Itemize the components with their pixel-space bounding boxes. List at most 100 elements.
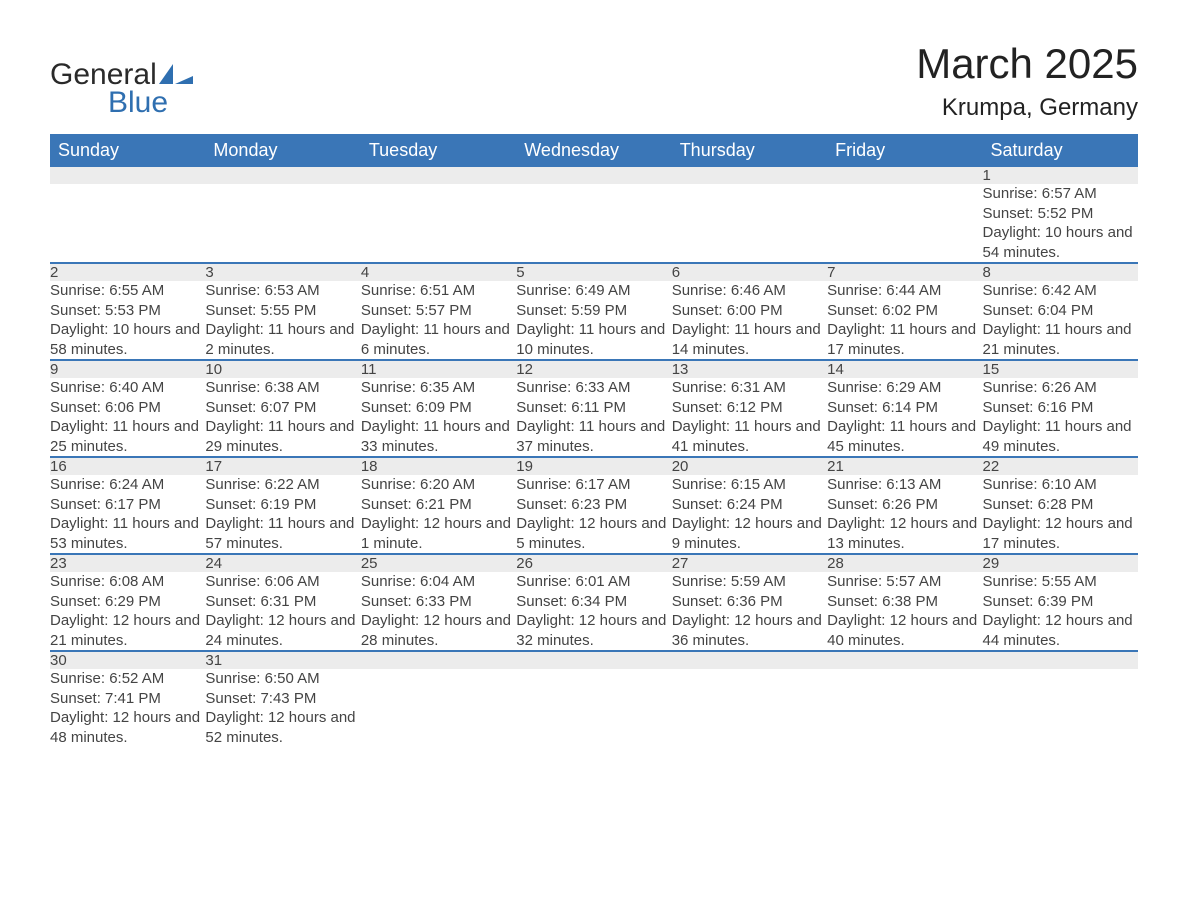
sunset-line: Sunset: 6:29 PM bbox=[50, 592, 205, 612]
day-number-cell: 16 bbox=[50, 457, 205, 475]
sunrise-line: Sunrise: 6:15 AM bbox=[672, 475, 827, 495]
sunset-line: Sunset: 6:04 PM bbox=[983, 301, 1138, 321]
sunrise-line: Sunrise: 6:52 AM bbox=[50, 669, 205, 689]
day-detail-cell bbox=[827, 669, 982, 747]
sunrise-line: Sunrise: 6:17 AM bbox=[516, 475, 671, 495]
day-detail-cell: Sunrise: 6:31 AMSunset: 6:12 PMDaylight:… bbox=[672, 378, 827, 457]
sunrise-line: Sunrise: 6:22 AM bbox=[205, 475, 360, 495]
day-number-cell: 4 bbox=[361, 263, 516, 281]
sunrise-line: Sunrise: 6:13 AM bbox=[827, 475, 982, 495]
day-detail-cell: Sunrise: 6:13 AMSunset: 6:26 PMDaylight:… bbox=[827, 475, 982, 554]
daylight-line: Daylight: 12 hours and 48 minutes. bbox=[50, 708, 205, 747]
day-detail-cell: Sunrise: 5:59 AMSunset: 6:36 PMDaylight:… bbox=[672, 572, 827, 651]
daylight-line: Daylight: 11 hours and 45 minutes. bbox=[827, 417, 982, 456]
day-detail-cell: Sunrise: 6:35 AMSunset: 6:09 PMDaylight:… bbox=[361, 378, 516, 457]
daylight-line: Daylight: 10 hours and 54 minutes. bbox=[983, 223, 1138, 262]
day-detail-cell: Sunrise: 6:08 AMSunset: 6:29 PMDaylight:… bbox=[50, 572, 205, 651]
sunset-line: Sunset: 6:16 PM bbox=[983, 398, 1138, 418]
daylight-line: Daylight: 11 hours and 14 minutes. bbox=[672, 320, 827, 359]
day-detail-cell: Sunrise: 6:22 AMSunset: 6:19 PMDaylight:… bbox=[205, 475, 360, 554]
day-detail-cell: Sunrise: 5:55 AMSunset: 6:39 PMDaylight:… bbox=[983, 572, 1138, 651]
sunset-line: Sunset: 6:19 PM bbox=[205, 495, 360, 515]
day-number-cell bbox=[361, 651, 516, 669]
header: General Blue March 2025 Krumpa, Germany bbox=[50, 40, 1138, 122]
weekday-header: Monday bbox=[205, 134, 360, 167]
day-number-cell: 5 bbox=[516, 263, 671, 281]
day-number-cell bbox=[827, 651, 982, 669]
daynum-row: 2345678 bbox=[50, 263, 1138, 281]
sunrise-line: Sunrise: 6:57 AM bbox=[983, 184, 1138, 204]
day-detail-cell: Sunrise: 6:55 AMSunset: 5:53 PMDaylight:… bbox=[50, 281, 205, 360]
day-detail-cell: Sunrise: 6:20 AMSunset: 6:21 PMDaylight:… bbox=[361, 475, 516, 554]
detail-row: Sunrise: 6:55 AMSunset: 5:53 PMDaylight:… bbox=[50, 281, 1138, 360]
day-detail-cell: Sunrise: 6:06 AMSunset: 6:31 PMDaylight:… bbox=[205, 572, 360, 651]
sunset-line: Sunset: 6:26 PM bbox=[827, 495, 982, 515]
sunrise-line: Sunrise: 6:44 AM bbox=[827, 281, 982, 301]
day-number-cell bbox=[516, 167, 671, 184]
sunset-line: Sunset: 7:43 PM bbox=[205, 689, 360, 709]
daylight-line: Daylight: 11 hours and 25 minutes. bbox=[50, 417, 205, 456]
daylight-line: Daylight: 11 hours and 21 minutes. bbox=[983, 320, 1138, 359]
weekday-header: Saturday bbox=[983, 134, 1138, 167]
weekday-header-row: SundayMondayTuesdayWednesdayThursdayFrid… bbox=[50, 134, 1138, 167]
day-detail-cell bbox=[983, 669, 1138, 747]
daylight-line: Daylight: 11 hours and 29 minutes. bbox=[205, 417, 360, 456]
sunrise-line: Sunrise: 6:20 AM bbox=[361, 475, 516, 495]
day-detail-cell: Sunrise: 6:24 AMSunset: 6:17 PMDaylight:… bbox=[50, 475, 205, 554]
sunset-line: Sunset: 6:11 PM bbox=[516, 398, 671, 418]
sunset-line: Sunset: 7:41 PM bbox=[50, 689, 205, 709]
daynum-row: 1 bbox=[50, 167, 1138, 184]
day-number-cell bbox=[516, 651, 671, 669]
day-detail-cell bbox=[50, 184, 205, 263]
day-detail-cell: Sunrise: 6:49 AMSunset: 5:59 PMDaylight:… bbox=[516, 281, 671, 360]
title-block: March 2025 Krumpa, Germany bbox=[916, 40, 1138, 122]
day-detail-cell bbox=[672, 669, 827, 747]
weekday-header: Thursday bbox=[672, 134, 827, 167]
sunrise-line: Sunrise: 6:35 AM bbox=[361, 378, 516, 398]
day-detail-cell: Sunrise: 6:15 AMSunset: 6:24 PMDaylight:… bbox=[672, 475, 827, 554]
detail-row: Sunrise: 6:24 AMSunset: 6:17 PMDaylight:… bbox=[50, 475, 1138, 554]
day-number-cell: 3 bbox=[205, 263, 360, 281]
day-number-cell: 25 bbox=[361, 554, 516, 572]
sunset-line: Sunset: 6:38 PM bbox=[827, 592, 982, 612]
day-number-cell: 12 bbox=[516, 360, 671, 378]
daylight-line: Daylight: 12 hours and 9 minutes. bbox=[672, 514, 827, 553]
day-number-cell: 6 bbox=[672, 263, 827, 281]
day-number-cell: 14 bbox=[827, 360, 982, 378]
sunrise-line: Sunrise: 6:31 AM bbox=[672, 378, 827, 398]
sunrise-line: Sunrise: 6:01 AM bbox=[516, 572, 671, 592]
detail-row: Sunrise: 6:40 AMSunset: 6:06 PMDaylight:… bbox=[50, 378, 1138, 457]
sunrise-line: Sunrise: 6:06 AM bbox=[205, 572, 360, 592]
day-number-cell bbox=[672, 651, 827, 669]
sunrise-line: Sunrise: 6:46 AM bbox=[672, 281, 827, 301]
location-label: Krumpa, Germany bbox=[916, 94, 1138, 122]
sunset-line: Sunset: 5:59 PM bbox=[516, 301, 671, 321]
day-detail-cell bbox=[361, 184, 516, 263]
sunset-line: Sunset: 6:21 PM bbox=[361, 495, 516, 515]
day-detail-cell bbox=[516, 184, 671, 263]
sunset-line: Sunset: 5:55 PM bbox=[205, 301, 360, 321]
sunset-line: Sunset: 6:12 PM bbox=[672, 398, 827, 418]
sunset-line: Sunset: 6:14 PM bbox=[827, 398, 982, 418]
daylight-line: Daylight: 12 hours and 44 minutes. bbox=[983, 611, 1138, 650]
weekday-header: Friday bbox=[827, 134, 982, 167]
sunset-line: Sunset: 5:57 PM bbox=[361, 301, 516, 321]
sunrise-line: Sunrise: 6:08 AM bbox=[50, 572, 205, 592]
day-number-cell: 26 bbox=[516, 554, 671, 572]
month-title: March 2025 bbox=[916, 40, 1138, 88]
sunrise-line: Sunrise: 6:33 AM bbox=[516, 378, 671, 398]
day-detail-cell: Sunrise: 6:52 AMSunset: 7:41 PMDaylight:… bbox=[50, 669, 205, 747]
day-detail-cell bbox=[672, 184, 827, 263]
day-number-cell: 23 bbox=[50, 554, 205, 572]
sunset-line: Sunset: 6:06 PM bbox=[50, 398, 205, 418]
day-detail-cell: Sunrise: 6:10 AMSunset: 6:28 PMDaylight:… bbox=[983, 475, 1138, 554]
sunrise-line: Sunrise: 6:50 AM bbox=[205, 669, 360, 689]
weekday-header: Wednesday bbox=[516, 134, 671, 167]
day-number-cell: 7 bbox=[827, 263, 982, 281]
day-detail-cell: Sunrise: 6:42 AMSunset: 6:04 PMDaylight:… bbox=[983, 281, 1138, 360]
day-number-cell: 10 bbox=[205, 360, 360, 378]
day-number-cell: 8 bbox=[983, 263, 1138, 281]
day-detail-cell: Sunrise: 6:40 AMSunset: 6:06 PMDaylight:… bbox=[50, 378, 205, 457]
day-number-cell: 24 bbox=[205, 554, 360, 572]
calendar-table: SundayMondayTuesdayWednesdayThursdayFrid… bbox=[50, 134, 1138, 747]
